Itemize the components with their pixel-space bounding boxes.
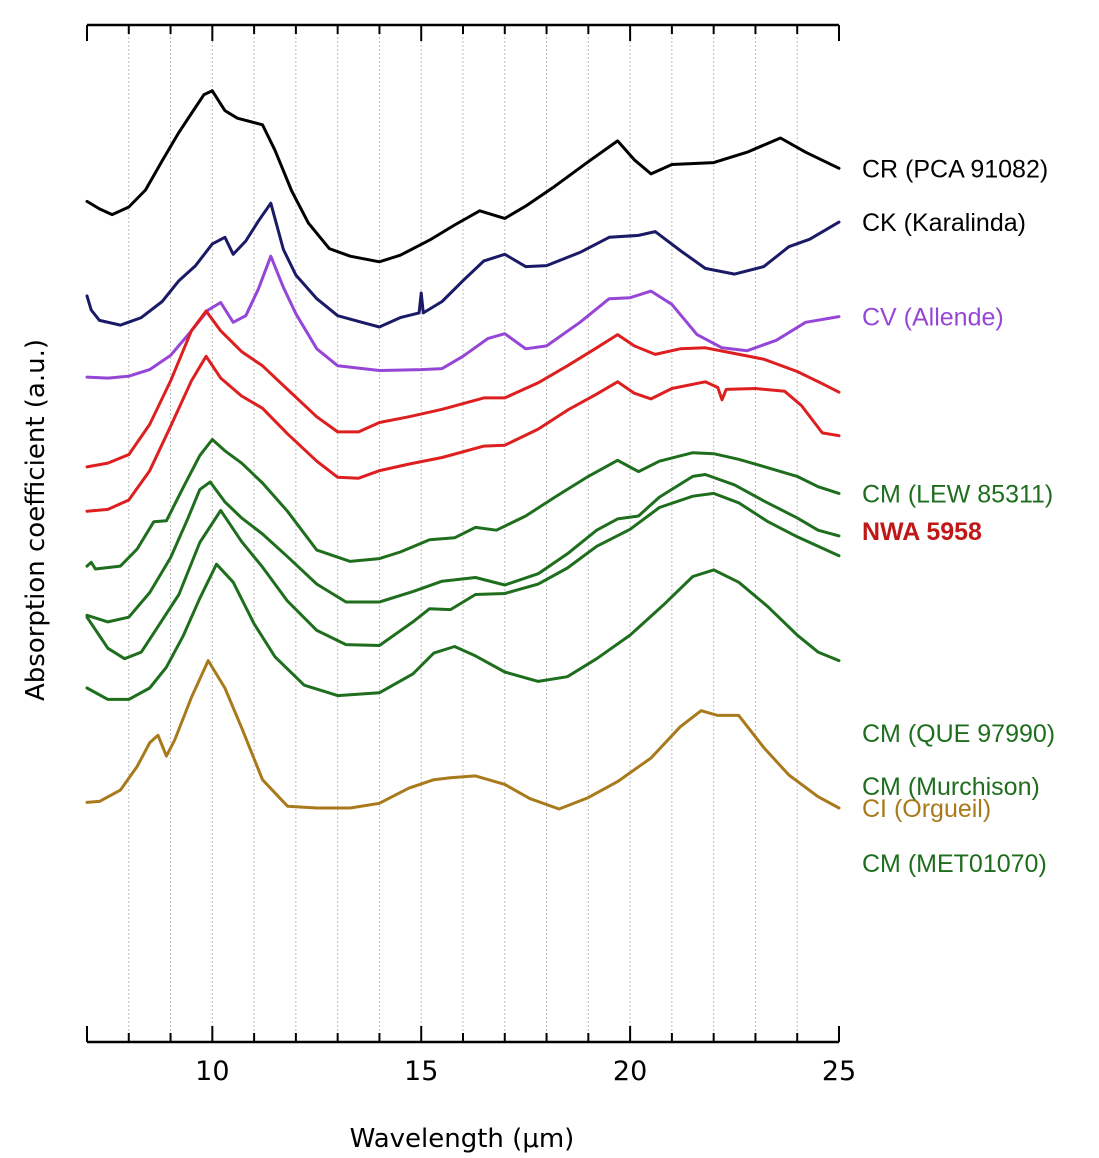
series-label-7: CM (Murchison): [862, 773, 1040, 801]
spectra: [85, 89, 841, 811]
x-tick-label: 25: [822, 1056, 856, 1087]
series-line-7: [85, 491, 841, 661]
series-line-1: [85, 201, 841, 329]
series-labels: CR (PCA 91082) CK (Karalinda) CV (Allende)…: [862, 155, 1055, 878]
axes: [86, 23, 840, 1044]
series-label-1: CK (Karalinda): [862, 209, 1026, 237]
series-line-5: [85, 438, 841, 571]
series-label-8: CM (MET01070): [862, 850, 1047, 878]
series-label-6: CM (QUE 97990): [862, 720, 1055, 748]
series-label-2: CV (Allende): [862, 304, 1004, 332]
series-line-0: [85, 89, 841, 264]
series-label-0: CR (PCA 91082): [862, 155, 1048, 183]
x-tick-labels: 10 15 20 25: [195, 1056, 856, 1087]
series-label-3: NWA 5958: [862, 518, 982, 546]
series-line-6: [85, 473, 841, 624]
series-line-8: [85, 562, 841, 701]
x-tick-label: 15: [404, 1056, 438, 1087]
x-tick-label: 10: [195, 1056, 229, 1087]
series-label-5: CM (LEW 85311): [862, 480, 1053, 508]
x-axis-title: Wavelength (μm): [350, 1124, 575, 1154]
series-line-9: [85, 659, 841, 811]
series-label-9: CI (Orgueil): [862, 795, 991, 823]
y-axis-title: Absorption coefficient (a.u.): [21, 339, 51, 701]
x-tick-label: 20: [613, 1056, 647, 1087]
series-line-3: [85, 309, 841, 469]
vertical-grid: [128, 25, 798, 1042]
series-line-4: [85, 354, 841, 513]
